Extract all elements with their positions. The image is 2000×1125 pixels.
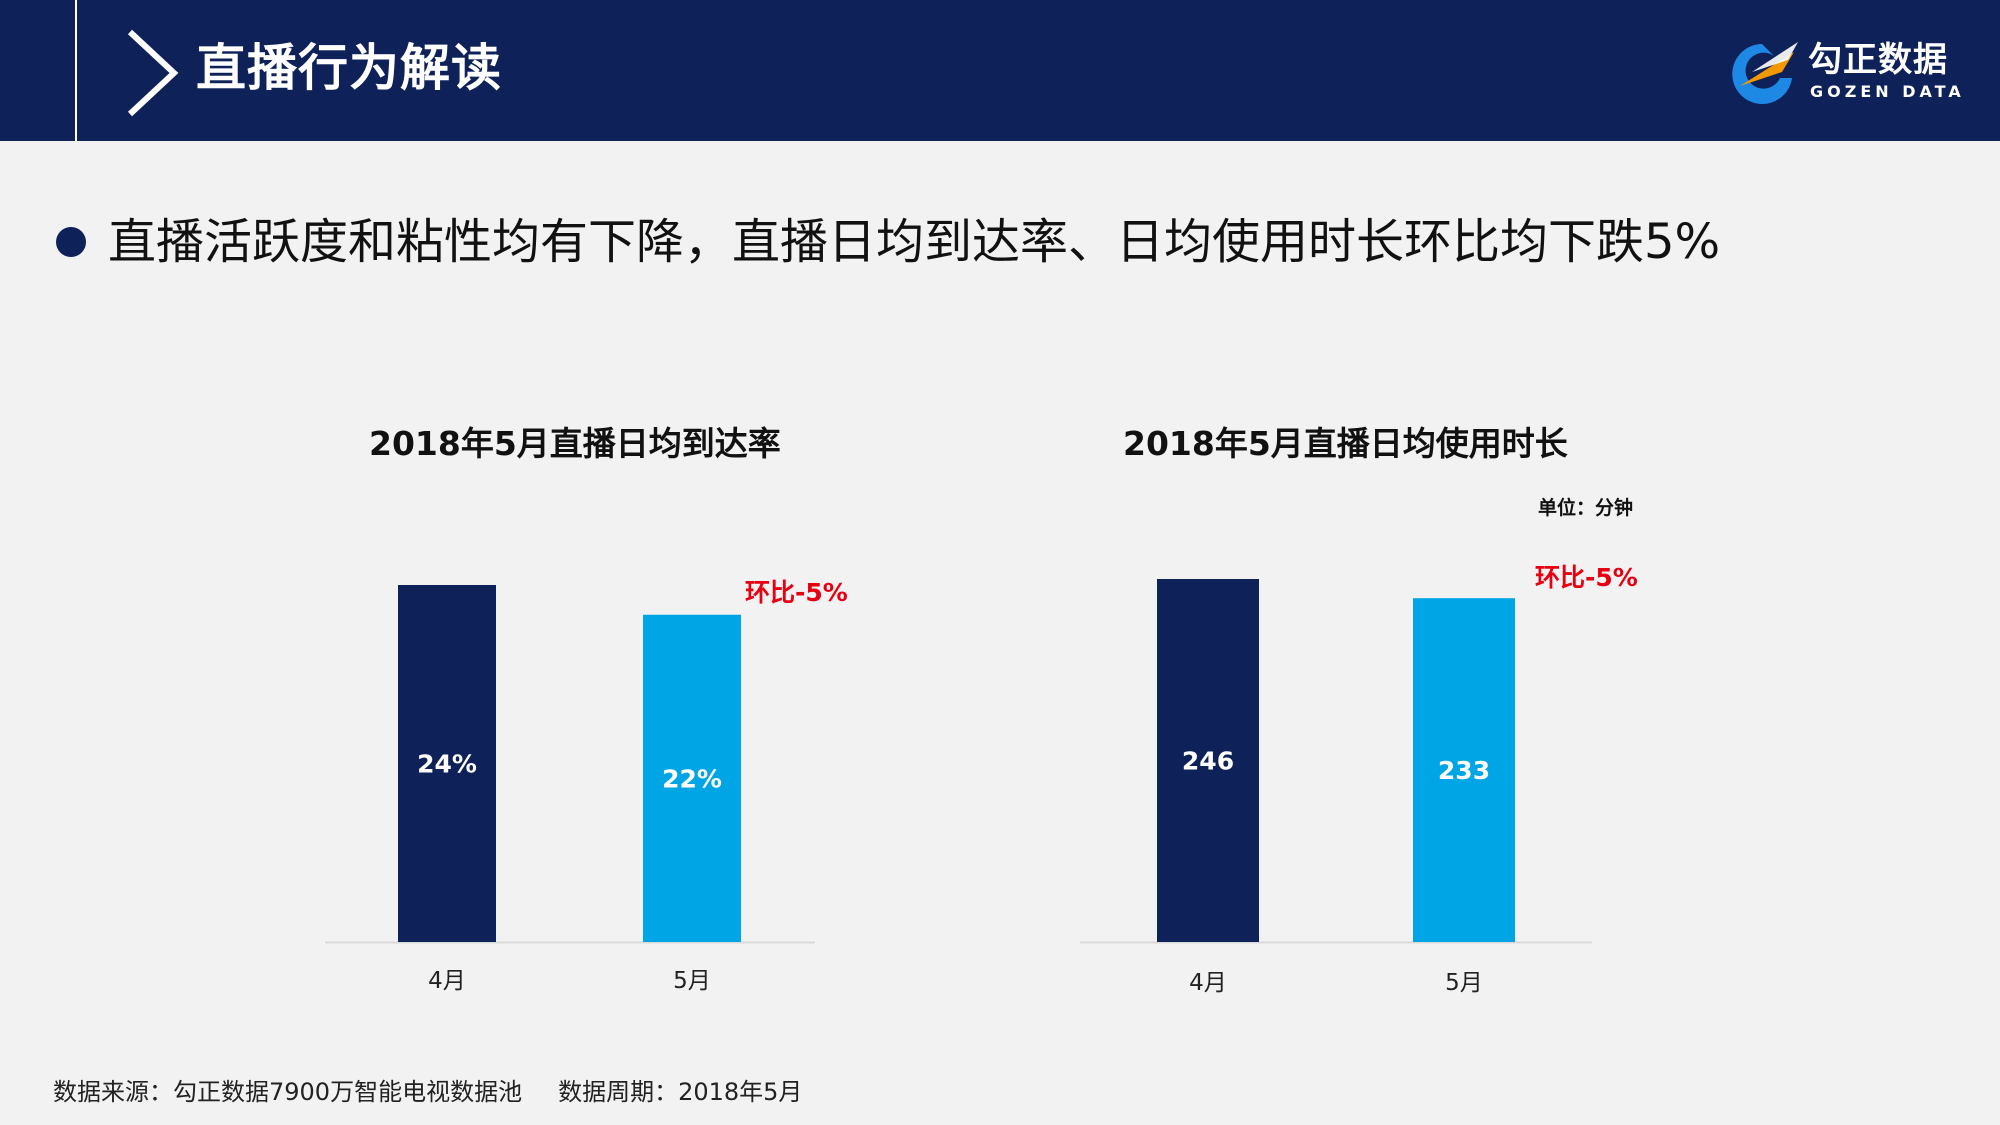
page-title: 直播行为解读 xyxy=(196,39,502,97)
chart-2-title: 2018年5月直播日均使用时长 xyxy=(1123,424,1568,463)
chart-1-data-label-1: 24% xyxy=(417,750,477,779)
chart-2-tick-label-1: 4月 xyxy=(1189,970,1227,996)
logo-mark-icon xyxy=(1732,42,1798,104)
brand-logo: 勾正数据 GOZEN DATA xyxy=(1722,36,1972,108)
chart-2-bar-1 xyxy=(1157,579,1259,942)
chart-2-bar-2 xyxy=(1413,598,1515,942)
footer: 数据来源：勾正数据7900万智能电视数据池 数据周期：2018年5月 xyxy=(53,1077,802,1107)
chart-1-bar-1 xyxy=(398,585,496,942)
chart-1-title: 2018年5月直播日均到达率 xyxy=(369,424,781,463)
chart-2-tick-label-2: 5月 xyxy=(1445,970,1483,996)
chevron-right-icon xyxy=(127,29,179,117)
headline-text: 直播活跃度和粘性均有下降，直播日均到达率、日均使用时长环比均下跌5% xyxy=(108,214,1721,270)
logo-text-en: GOZEN DATA xyxy=(1810,82,1965,101)
logo-text-cn: 勾正数据 xyxy=(1808,40,1948,80)
chart-1-tick-label-2: 5月 xyxy=(673,968,711,994)
data-source: 数据来源：勾正数据7900万智能电视数据池 xyxy=(53,1078,523,1106)
chart-2-data-label-1: 246 xyxy=(1182,747,1234,776)
chart-1-bar-2 xyxy=(643,614,741,942)
chart-1-tick-label-1: 4月 xyxy=(428,968,466,994)
chart-2-unit: 单位：分钟 xyxy=(1538,497,1634,519)
bullet-dot xyxy=(56,227,86,257)
chart-2-data-label-2: 233 xyxy=(1438,756,1490,785)
data-period: 数据周期：2018年5月 xyxy=(558,1078,803,1106)
chart-1-change-annotation: 环比-5% xyxy=(745,578,848,607)
header-bar: 直播行为解读 勾正数据 GOZEN DATA xyxy=(0,0,2000,141)
chart-1-data-label-2: 22% xyxy=(662,764,722,793)
header-divider xyxy=(75,0,77,141)
chart-2-change-annotation: 环比-5% xyxy=(1535,563,1638,592)
